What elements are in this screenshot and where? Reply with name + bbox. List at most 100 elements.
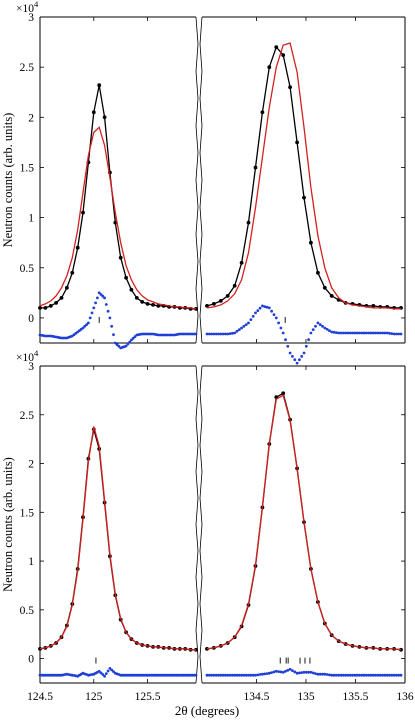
difference-point — [399, 332, 403, 336]
observed-marker — [38, 306, 42, 310]
difference-point — [371, 331, 375, 335]
difference-point — [318, 672, 322, 676]
difference-point — [249, 673, 253, 677]
observed-marker — [281, 53, 286, 57]
difference-point — [348, 673, 352, 677]
difference-point — [307, 338, 310, 342]
difference-point — [288, 667, 292, 671]
y-tick-label: 2.5 — [20, 62, 35, 74]
difference-point — [270, 671, 273, 674]
difference-point — [247, 673, 250, 677]
observed-line — [206, 45, 401, 309]
difference-point — [237, 673, 241, 677]
difference-point — [231, 331, 234, 335]
difference-point — [131, 336, 135, 340]
difference-point — [207, 673, 211, 677]
difference-point — [330, 330, 334, 334]
observed-marker — [232, 283, 237, 288]
x-tick-label: 136 — [396, 691, 414, 703]
difference-point — [263, 672, 267, 676]
difference-point — [267, 306, 271, 310]
difference-point — [281, 670, 285, 674]
difference-point — [383, 673, 387, 677]
segment-2: 134.5 135 135.5 136 — [199, 365, 414, 703]
difference-point — [374, 331, 377, 335]
difference-point — [360, 331, 364, 335]
difference-point — [309, 331, 313, 335]
difference-point — [291, 669, 294, 672]
difference-point — [233, 331, 237, 335]
difference-point — [295, 671, 299, 675]
difference-point — [212, 673, 216, 677]
difference-point — [212, 332, 216, 336]
difference-point — [325, 673, 329, 676]
difference-point — [392, 673, 396, 677]
difference-point — [242, 324, 246, 328]
observed-marker — [65, 285, 69, 290]
calculated-line — [39, 426, 196, 651]
difference-point — [277, 670, 280, 673]
difference-point — [261, 672, 264, 676]
axis-break — [199, 16, 203, 344]
observed-marker — [205, 304, 209, 308]
observed-marker — [295, 140, 299, 145]
difference-point — [104, 303, 108, 306]
difference-point — [101, 294, 105, 298]
difference-point — [247, 321, 250, 325]
x-tick-label: 124.5 — [27, 691, 53, 703]
difference-point — [274, 669, 278, 673]
panel-bottom: 0 0.5 1 1.5 2 2.5 3×104 Neutron counts (arb. un… — [1, 348, 414, 703]
difference-point — [231, 673, 234, 677]
difference-point — [97, 669, 101, 673]
observed-marker — [329, 294, 334, 298]
difference-point — [330, 673, 334, 677]
difference-point — [383, 331, 387, 335]
difference-point — [221, 332, 225, 336]
difference-point — [365, 331, 368, 335]
difference-point — [274, 316, 278, 320]
y-multiplier-exponent: 4 — [34, 0, 39, 9]
difference-point — [251, 314, 255, 318]
observed-marker — [260, 110, 265, 115]
difference-point — [369, 331, 373, 335]
difference-point — [194, 332, 198, 336]
difference-point — [244, 323, 248, 326]
difference-point — [81, 326, 85, 330]
difference-point — [381, 331, 384, 335]
difference-point — [291, 355, 294, 358]
observed-marker — [156, 304, 161, 308]
difference-point — [217, 673, 220, 677]
y-tick-label: 1 — [28, 556, 34, 568]
difference-point — [244, 673, 248, 677]
difference-point — [332, 673, 336, 677]
difference-point — [228, 332, 232, 335]
difference-point — [365, 673, 368, 677]
difference-point — [367, 331, 371, 335]
difference-point — [270, 309, 273, 313]
difference-point — [133, 335, 137, 338]
difference-point — [267, 671, 271, 675]
difference-point — [328, 329, 331, 332]
y-tick-label: 1 — [28, 213, 34, 225]
observed-marker — [239, 260, 244, 265]
observed-marker — [124, 275, 128, 280]
difference-point — [367, 673, 371, 677]
observed-marker — [54, 301, 58, 305]
difference-point — [304, 344, 308, 348]
difference-point — [298, 358, 301, 362]
difference-point — [254, 311, 257, 315]
difference-point — [325, 327, 329, 331]
difference-point — [85, 323, 88, 326]
difference-point — [83, 324, 87, 328]
difference-point — [99, 671, 103, 675]
difference-point — [374, 673, 377, 677]
difference-point — [316, 321, 320, 325]
difference-point — [339, 331, 343, 335]
difference-point — [110, 324, 114, 328]
difference-point — [194, 673, 198, 677]
observed-marker — [102, 115, 107, 120]
observed-marker — [371, 304, 376, 308]
difference-point — [263, 305, 267, 308]
observed-marker — [218, 299, 223, 303]
difference-point — [258, 673, 262, 676]
